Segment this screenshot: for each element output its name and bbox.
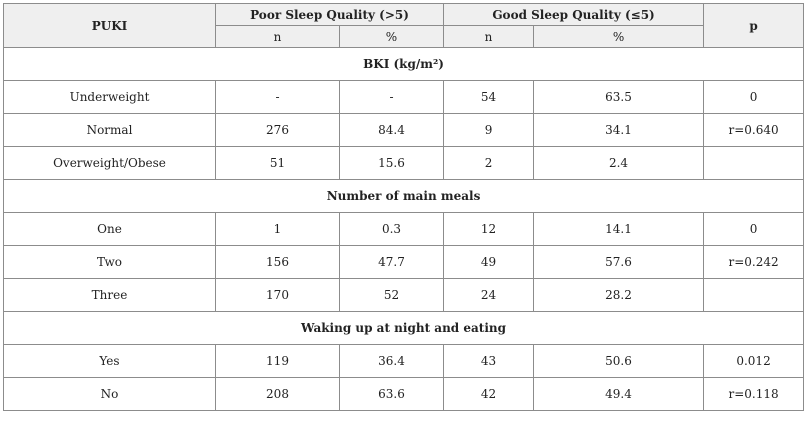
- cell-good-n: 42: [443, 377, 535, 411]
- cell-good-n: 2: [443, 146, 535, 180]
- cell-good-pct: 28.2: [533, 278, 705, 312]
- cell-poor-pct: 84.4: [338, 113, 445, 147]
- cell-poor-n: 170: [215, 278, 340, 312]
- table-row: Three 170 52 24 28.2: [3, 278, 805, 312]
- header-poor-n: n: [215, 25, 340, 48]
- table-row: Two 156 47.7 49 57.6 r=0.242: [3, 245, 805, 279]
- cell-good-n: 12: [443, 212, 535, 246]
- cell-poor-pct: 0.3: [338, 212, 445, 246]
- header-row-groups: PUKI Poor Sleep Quality (>5) Good Sleep …: [3, 3, 805, 48]
- header-good-n: n: [443, 25, 535, 48]
- cell-good-pct: 50.6: [533, 344, 705, 378]
- cell-poor-n: 119: [215, 344, 340, 378]
- cell-good-pct: 34.1: [533, 113, 705, 147]
- table-row: Normal 276 84.4 9 34.1 r=0.640: [3, 113, 805, 147]
- cell-p: 0.012: [703, 344, 805, 378]
- cell-poor-n: 1: [215, 212, 340, 246]
- cell-p: r=0.242: [703, 245, 805, 279]
- section-header-row: BKI (kg/m²): [2, 47, 805, 81]
- cell-good-n: 43: [443, 344, 535, 378]
- cell-poor-n: 156: [215, 245, 340, 279]
- cell-good-pct: 2.4: [533, 146, 705, 180]
- table-row: Underweight - - 54 63.5 0: [3, 80, 805, 114]
- header-puki: PUKI: [3, 3, 216, 48]
- row-label: Three: [3, 278, 216, 312]
- cell-good-n: 49: [443, 245, 535, 279]
- row-label: Normal: [3, 113, 216, 147]
- cell-p: r=0.118: [703, 377, 805, 411]
- cell-poor-pct: 52: [338, 278, 445, 312]
- section-title-main-meals: Number of main meals: [2, 179, 805, 213]
- cell-good-n: 24: [443, 278, 535, 312]
- cell-good-n: 9: [443, 113, 535, 147]
- cell-poor-n: -: [215, 80, 340, 114]
- cell-p: [703, 146, 805, 180]
- row-label: Yes: [3, 344, 216, 378]
- cell-poor-pct: 15.6: [338, 146, 445, 180]
- cell-p: 0: [703, 80, 805, 114]
- section-header-row: Waking up at night and eating: [2, 311, 805, 345]
- cell-poor-pct: 63.6: [338, 377, 445, 411]
- header-good-sleep: Good Sleep Quality (≤5): [443, 3, 705, 26]
- cell-poor-n: 51: [215, 146, 340, 180]
- cell-poor-n: 208: [215, 377, 340, 411]
- cell-good-pct: 57.6: [533, 245, 705, 279]
- cell-p: 0: [703, 212, 805, 246]
- table-row: One 1 0.3 12 14.1 0: [3, 212, 805, 246]
- cell-good-pct: 63.5: [533, 80, 705, 114]
- sleep-quality-table: PUKI Poor Sleep Quality (>5) Good Sleep …: [2, 3, 805, 411]
- cell-poor-n: 276: [215, 113, 340, 147]
- cell-poor-pct: -: [338, 80, 445, 114]
- header-poor-sleep: Poor Sleep Quality (>5): [214, 3, 445, 26]
- header-poor-pct: %: [338, 25, 445, 48]
- cell-p: r=0.640: [703, 113, 805, 147]
- cell-good-pct: 14.1: [533, 212, 705, 246]
- cell-poor-pct: 36.4: [338, 344, 445, 378]
- row-label: No: [3, 377, 216, 411]
- row-label: Overweight/Obese: [3, 146, 216, 180]
- table-row: No 208 63.6 42 49.4 r=0.118: [3, 377, 805, 411]
- row-label: One: [3, 212, 216, 246]
- table-row: Yes 119 36.4 43 50.6 0.012: [3, 344, 805, 378]
- header-p: p: [703, 3, 805, 48]
- table-row: Overweight/Obese 51 15.6 2 2.4: [3, 146, 805, 180]
- section-title-bki: BKI (kg/m²): [2, 47, 805, 81]
- cell-poor-pct: 47.7: [338, 245, 445, 279]
- cell-good-pct: 49.4: [533, 377, 705, 411]
- row-label: Two: [3, 245, 216, 279]
- section-header-row: Number of main meals: [2, 179, 805, 213]
- cell-p: [703, 278, 805, 312]
- cell-good-n: 54: [443, 80, 535, 114]
- section-title-waking-eating: Waking up at night and eating: [2, 311, 805, 345]
- row-label: Underweight: [3, 80, 216, 114]
- header-good-pct: %: [533, 25, 705, 48]
